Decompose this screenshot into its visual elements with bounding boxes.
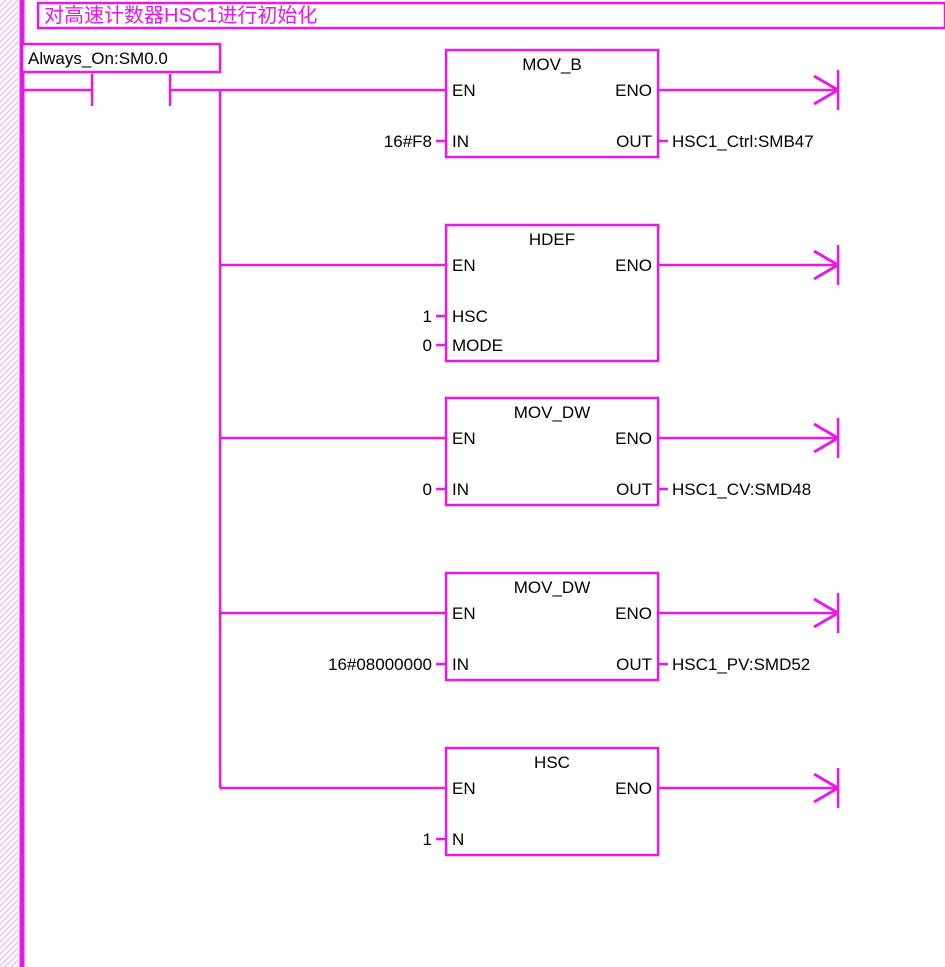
output-value: HSC1_Ctrl:SMB47 [672,132,814,151]
pin-en: EN [452,779,476,798]
pin-en: EN [452,81,476,100]
input-pin-label: HSC [452,307,488,326]
instruction-name: HSC [534,753,570,772]
arrow-upper [814,774,838,788]
input-pin-label: IN [452,655,469,674]
arrow-upper [814,251,838,265]
output-value: HSC1_PV:SMD52 [672,655,810,674]
arrow-upper [814,76,838,90]
arrow-upper [814,599,838,613]
output-pin-label: OUT [616,480,652,499]
input-value: 1 [423,307,432,326]
instruction-name: MOV_B [522,55,582,74]
pin-eno: ENO [615,81,652,100]
instruction-name: MOV_DW [514,578,591,597]
pin-eno: ENO [615,429,652,448]
output-pin-label: OUT [616,132,652,151]
network-title: 对高速计数器HSC1进行初始化 [44,4,317,27]
input-pin-label: IN [452,480,469,499]
input-value: 0 [423,336,432,355]
input-value: 16#08000000 [328,655,432,674]
input-pin-label: IN [452,132,469,151]
input-pin-label: N [452,830,464,849]
arrow-lower [814,438,838,452]
instruction-name: HDEF [529,230,575,249]
output-value: HSC1_CV:SMD48 [672,480,811,499]
output-pin-label: OUT [616,655,652,674]
arrow-upper [814,424,838,438]
hatch-band [0,0,18,967]
pin-eno: ENO [615,604,652,623]
arrow-lower [814,788,838,802]
arrow-lower [814,265,838,279]
input-value: 0 [423,480,432,499]
pin-en: EN [452,604,476,623]
arrow-lower [814,613,838,627]
contact-label: Always_On:SM0.0 [28,49,168,68]
input-value: 1 [423,830,432,849]
instruction-name: MOV_DW [514,403,591,422]
pin-eno: ENO [615,256,652,275]
pin-eno: ENO [615,779,652,798]
pin-en: EN [452,256,476,275]
arrow-lower [814,90,838,104]
pin-en: EN [452,429,476,448]
input-value: 16#F8 [384,132,432,151]
input-pin-label: MODE [452,336,503,355]
